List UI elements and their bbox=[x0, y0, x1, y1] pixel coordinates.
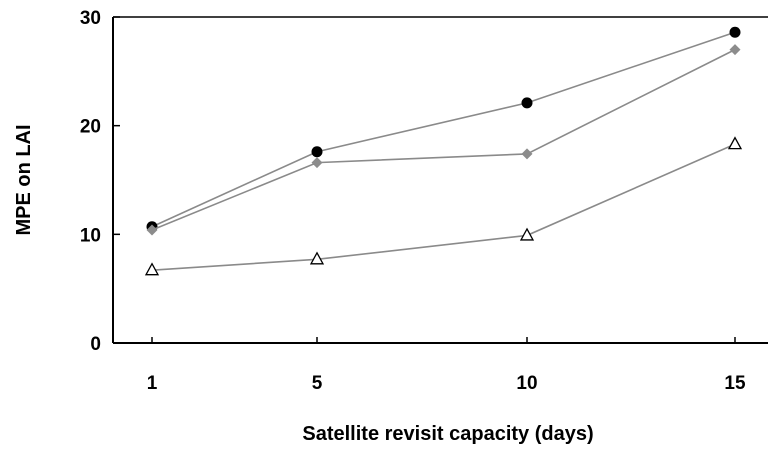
y-axis-ticks: 0 10 20 30 bbox=[80, 8, 120, 355]
data-point-circle bbox=[521, 97, 533, 109]
x-tick-label: 1 bbox=[147, 373, 158, 394]
data-point-circle bbox=[729, 26, 741, 38]
series-line bbox=[151, 143, 736, 271]
series-1 bbox=[146, 26, 741, 233]
series-2 bbox=[146, 44, 741, 236]
data-point-diamond bbox=[729, 44, 741, 56]
data-point-triangle bbox=[519, 227, 535, 241]
data-point-circle bbox=[311, 146, 323, 158]
data-point-triangle bbox=[727, 136, 743, 150]
y-tick-label: 0 bbox=[90, 334, 101, 355]
data-point-triangle bbox=[309, 251, 325, 265]
data-point-triangle bbox=[144, 262, 160, 276]
y-tick-label: 30 bbox=[80, 8, 101, 29]
series-line bbox=[151, 48, 736, 231]
x-tick-label: 15 bbox=[724, 373, 746, 394]
x-axis-ticks: 1 5 10 15 bbox=[147, 337, 746, 394]
series-3 bbox=[144, 136, 743, 276]
data-point-diamond bbox=[146, 224, 158, 236]
series-layer bbox=[144, 26, 743, 276]
x-tick-label: 10 bbox=[516, 373, 537, 394]
x-tick-label: 5 bbox=[312, 373, 323, 394]
data-point-diamond bbox=[311, 157, 323, 169]
data-point-diamond bbox=[521, 148, 533, 160]
series-line bbox=[151, 31, 736, 228]
y-tick-label: 20 bbox=[80, 117, 101, 138]
x-axis-title: Satellite revisit capacity (days) bbox=[302, 423, 593, 445]
y-axis-title: MPE on LAI bbox=[13, 124, 35, 235]
plot-frame bbox=[112, 16, 768, 344]
y-tick-label: 10 bbox=[80, 225, 101, 246]
